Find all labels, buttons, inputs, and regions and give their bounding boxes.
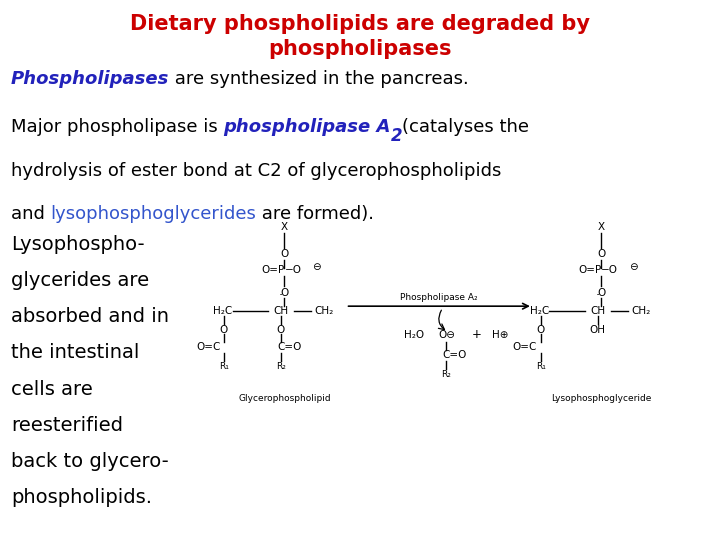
Text: Lysophospho-: Lysophospho- [11, 235, 145, 254]
Text: O: O [536, 325, 545, 335]
Text: back to glycero-: back to glycero- [11, 452, 168, 471]
Text: C=O: C=O [277, 342, 302, 352]
Text: ·: · [279, 289, 283, 302]
Text: glycerides are: glycerides are [11, 271, 149, 290]
Text: H₂C: H₂C [213, 306, 233, 315]
Text: Dietary phospholipids are degraded by
phospholipases: Dietary phospholipids are degraded by ph… [130, 14, 590, 59]
Text: are formed).: are formed). [256, 205, 374, 222]
Text: Phospholipase A₂: Phospholipase A₂ [400, 293, 478, 302]
Text: Glycerophospholipid: Glycerophospholipid [238, 394, 330, 403]
Text: X: X [281, 222, 288, 232]
Text: O=P: O=P [578, 265, 601, 275]
Text: O=C: O=C [196, 342, 220, 352]
Text: R₂: R₂ [276, 362, 286, 371]
Text: phospholipase A: phospholipase A [223, 118, 391, 136]
Text: H₂C: H₂C [530, 306, 549, 315]
Text: H₂O: H₂O [404, 330, 424, 340]
Text: O⊖: O⊖ [438, 330, 455, 340]
Text: O: O [276, 325, 285, 335]
Text: phospholipids.: phospholipids. [11, 488, 152, 507]
Text: the intestinal: the intestinal [11, 343, 139, 362]
Text: H⊕: H⊕ [492, 330, 508, 340]
Text: C=O: C=O [443, 350, 467, 361]
Text: R₁: R₁ [536, 362, 546, 371]
Text: Major phospholipase is: Major phospholipase is [11, 118, 223, 136]
Text: Lysophosphoglyceride: Lysophosphoglyceride [551, 394, 652, 403]
Text: lysophosphoglycerides: lysophosphoglycerides [50, 205, 256, 222]
Text: OH: OH [590, 325, 606, 335]
Text: −O: −O [284, 265, 302, 275]
Text: Phospholipases: Phospholipases [11, 70, 169, 87]
Text: and: and [11, 205, 50, 222]
Text: cells are: cells are [11, 380, 93, 399]
Text: are synthesized in the pancreas.: are synthesized in the pancreas. [169, 70, 469, 87]
Text: O=C: O=C [513, 342, 537, 352]
Text: CH₂: CH₂ [315, 306, 334, 315]
Text: X: X [598, 222, 605, 232]
Text: O: O [597, 249, 606, 260]
Text: ⊖: ⊖ [312, 262, 320, 272]
Text: hydrolysis of ester bond at C2 of glycerophospholipids: hydrolysis of ester bond at C2 of glycer… [11, 161, 501, 179]
Text: O: O [280, 288, 289, 298]
Text: R₁: R₁ [219, 362, 229, 371]
Text: CH₂: CH₂ [631, 306, 651, 315]
Text: O: O [280, 249, 289, 260]
Text: CH: CH [590, 306, 606, 315]
Text: +: + [472, 328, 482, 341]
Text: (catalyses the: (catalyses the [402, 118, 529, 136]
Text: reesterified: reesterified [11, 416, 123, 435]
Text: absorbed and in: absorbed and in [11, 307, 168, 326]
Text: ⊖: ⊖ [629, 262, 637, 272]
Text: O: O [597, 288, 606, 298]
Text: O=P: O=P [261, 265, 284, 275]
Text: ·: · [595, 289, 600, 302]
Text: 2: 2 [391, 127, 402, 145]
Text: R₂: R₂ [441, 370, 451, 379]
Text: O: O [220, 325, 228, 335]
Text: −O: −O [601, 265, 618, 275]
Text: CH: CH [273, 306, 289, 315]
